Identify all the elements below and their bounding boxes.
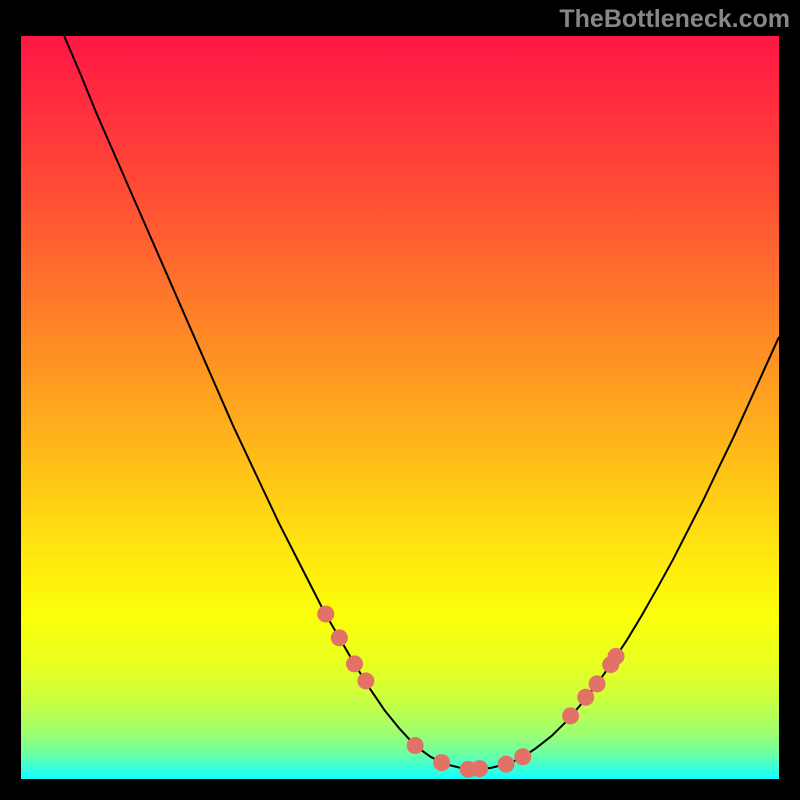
curve-marker <box>433 754 450 771</box>
curve-marker <box>346 655 363 672</box>
curve-marker <box>331 629 348 646</box>
curve-marker <box>562 707 579 724</box>
bottleneck-chart <box>21 36 779 779</box>
chart-svg <box>21 36 779 779</box>
curve-marker <box>577 689 594 706</box>
curve-marker <box>357 672 374 689</box>
curve-marker <box>471 760 488 777</box>
curve-marker <box>589 675 606 692</box>
curve-marker <box>317 606 334 623</box>
gradient-background <box>21 36 779 779</box>
curve-marker <box>407 737 424 754</box>
curve-marker <box>608 648 625 665</box>
curve-marker <box>498 756 515 773</box>
watermark-text: TheBottleneck.com <box>559 5 790 34</box>
curve-marker <box>514 748 531 765</box>
